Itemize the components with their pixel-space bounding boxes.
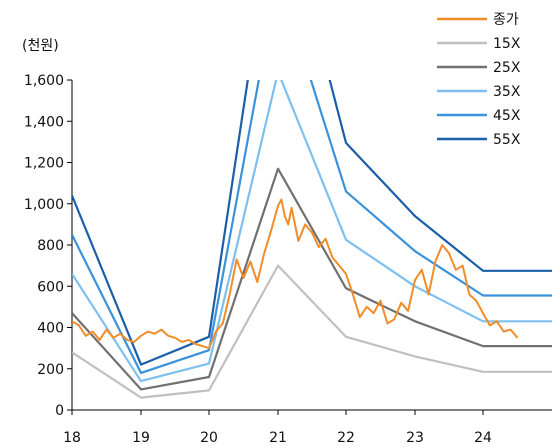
y-tick-label: 1,400 [24, 114, 64, 130]
band-line-55x [72, 80, 552, 366]
y-tick-label: 800 [37, 238, 64, 254]
y-axis-unit-label: (천원) [22, 38, 59, 54]
y-tick-label: 1,600 [24, 73, 64, 89]
y-axis: 0 200 400 600 800 1,000 1,200 1,400 1,600 [24, 73, 73, 419]
x-tick-label: 23 [406, 430, 424, 446]
y-tick-label: 600 [37, 279, 64, 295]
legend-label-55x: 55X [493, 132, 521, 148]
y-tick-label: 200 [37, 362, 64, 378]
x-tick-label: 24 [474, 430, 492, 446]
legend-label-25x: 25X [493, 60, 521, 76]
band-line-25x [72, 167, 552, 391]
legend-label-35x: 35X [493, 84, 521, 100]
x-tick-label: 21 [269, 430, 287, 446]
band-line-35x [72, 80, 552, 383]
x-tick-label: 19 [132, 430, 150, 446]
y-tick-label: 1,200 [24, 156, 64, 172]
x-tick-label: 18 [63, 430, 81, 446]
x-axis: 18 19 20 21 22 23 24 [63, 409, 552, 446]
band-line-45x [72, 80, 552, 374]
legend-label-15x: 15X [493, 36, 521, 52]
price-line [72, 198, 519, 350]
x-tick-label: 20 [200, 430, 218, 446]
x-tick-label: 22 [337, 430, 355, 446]
y-tick-label: 0 [55, 403, 64, 419]
legend: 종가 15X 25X 35X 45X 55X [437, 12, 521, 148]
y-tick-label: 400 [37, 321, 64, 337]
legend-label-45x: 45X [493, 108, 521, 124]
band-line-15x [72, 264, 552, 399]
y-tick-label: 1,000 [24, 197, 64, 213]
legend-label-price: 종가 [493, 12, 519, 28]
series-group [72, 80, 552, 399]
